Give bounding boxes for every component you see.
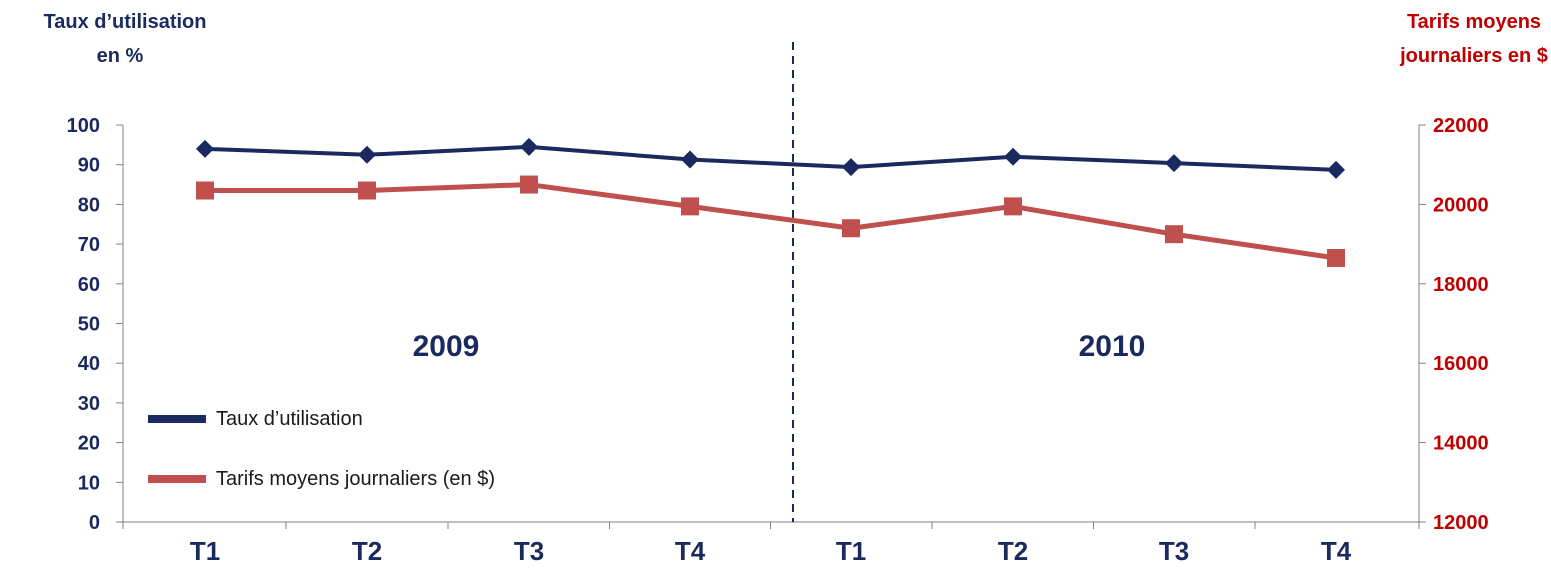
series-point-square — [520, 175, 538, 194]
x-tick-label: T1 — [836, 536, 866, 566]
left-tick-label: 50 — [78, 314, 100, 336]
series-point-square — [1327, 248, 1345, 267]
right-axis-title-line1: Tarifs moyens — [1407, 11, 1541, 33]
year-label-2010: 2010 — [1079, 330, 1146, 363]
right-y-ticks: 12000 14000 16000 18000 20000 22000 — [1419, 115, 1489, 534]
series-point-diamond — [1327, 160, 1345, 179]
series-layer — [196, 137, 1345, 267]
left-y-ticks: 0 10 20 30 40 50 60 70 80 90 100 — [67, 115, 123, 534]
series-point-diamond — [1165, 154, 1183, 173]
series-point-diamond — [358, 145, 376, 164]
right-tick-label: 22000 — [1433, 115, 1489, 137]
series-point-square — [1165, 225, 1183, 244]
right-axis-title-line2: journaliers en $ — [1399, 45, 1548, 67]
series-point-square — [358, 181, 376, 200]
legend-label-utilisation: Taux d’utilisation — [216, 408, 363, 430]
right-tick-label: 14000 — [1433, 433, 1489, 455]
left-tick-label: 20 — [78, 433, 100, 455]
right-tick-label: 12000 — [1433, 512, 1489, 534]
x-tick-label: T2 — [352, 536, 382, 566]
left-tick-label: 70 — [78, 234, 100, 256]
x-tick-label: T3 — [1159, 536, 1189, 566]
legend-label-tarifs: Tarifs moyens journaliers (en $) — [216, 468, 495, 490]
left-axis-title-line2: en % — [97, 45, 144, 67]
left-tick-label: 10 — [78, 472, 100, 494]
right-tick-label: 20000 — [1433, 194, 1489, 216]
x-tick-label: T3 — [514, 536, 544, 566]
series-point-square — [1004, 197, 1022, 216]
left-tick-label: 80 — [78, 194, 100, 216]
x-ticks: T1 T2 T3 T4 T1 T2 T3 T4 — [122, 522, 1420, 566]
series-point-diamond — [681, 150, 699, 169]
series-line-0 — [204, 144, 1337, 172]
series-point-square — [681, 197, 699, 216]
left-tick-label: 60 — [78, 274, 100, 296]
left-tick-label: 40 — [78, 353, 100, 375]
right-tick-label: 18000 — [1433, 274, 1489, 296]
series-point-diamond — [842, 158, 860, 177]
series-point-diamond — [196, 139, 214, 158]
left-tick-label: 30 — [78, 393, 100, 415]
left-tick-label: 0 — [89, 512, 100, 534]
series-point-square — [842, 219, 860, 238]
series-line-1 — [205, 182, 1337, 261]
left-tick-label: 100 — [67, 115, 100, 137]
right-tick-label: 16000 — [1433, 353, 1489, 375]
x-tick-label: T4 — [675, 536, 706, 566]
x-tick-label: T1 — [190, 536, 220, 566]
series-point-diamond — [1004, 147, 1022, 166]
year-label-2009: 2009 — [413, 330, 480, 363]
x-tick-label: T4 — [1321, 536, 1352, 566]
left-tick-label: 90 — [78, 155, 100, 177]
left-axis-title-line1: Taux d’utilisation — [44, 11, 207, 33]
series-point-square — [196, 181, 214, 200]
series-point-diamond — [520, 137, 538, 156]
legend: Taux d’utilisation Tarifs moyens journal… — [148, 408, 495, 490]
x-tick-label: T2 — [998, 536, 1028, 566]
